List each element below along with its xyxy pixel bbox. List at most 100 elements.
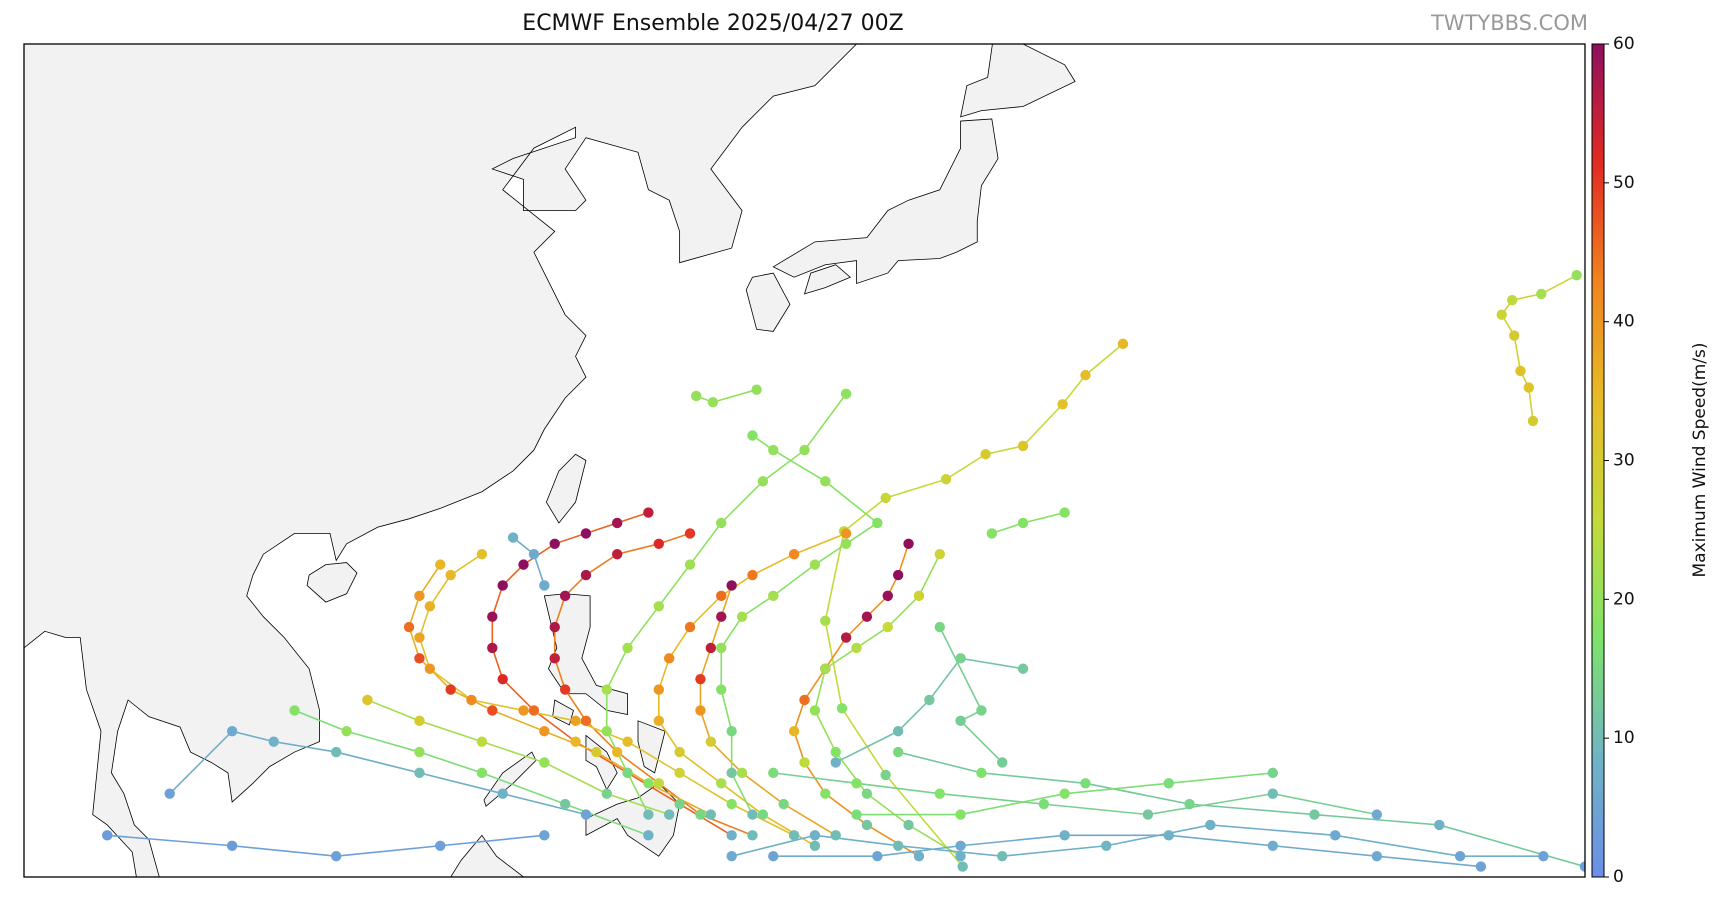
track-point [580, 809, 592, 820]
landmass [803, 264, 852, 295]
track-point [851, 778, 862, 789]
track-point [768, 444, 779, 456]
track-point [466, 694, 477, 706]
track-point [445, 684, 456, 695]
track-point [903, 538, 914, 549]
track-layer [102, 269, 1585, 872]
colorbar-tick-label: 20 [1613, 589, 1635, 609]
track-point [580, 528, 592, 539]
track-point [747, 430, 758, 441]
colorbar-tick-label: 50 [1613, 173, 1635, 193]
track-point [487, 611, 498, 622]
track-point [892, 726, 904, 737]
track-point [726, 726, 737, 737]
track-point [1579, 861, 1585, 872]
track-point [684, 559, 696, 570]
track-point [1267, 840, 1279, 851]
track-point [674, 798, 685, 810]
track-point [622, 767, 633, 779]
track-point [497, 580, 508, 591]
colorbar-tick-label: 40 [1613, 312, 1635, 332]
colorbar [1591, 43, 1605, 878]
track-point [716, 684, 727, 695]
landmass [450, 834, 524, 877]
track-point [934, 788, 945, 799]
watermark: TWTYBBS.COM [1430, 11, 1588, 35]
track-point [643, 507, 654, 518]
track-point [559, 684, 571, 695]
track-point [539, 830, 550, 841]
track-point [940, 474, 952, 485]
land-layer [24, 44, 1076, 877]
track-point [799, 444, 810, 456]
colorbar-tick-label: 0 [1613, 867, 1624, 887]
colorbar-tick-label: 10 [1613, 728, 1635, 748]
track-point [497, 788, 508, 799]
track-point [997, 757, 1008, 768]
track-point [1267, 767, 1279, 779]
track-point [820, 476, 831, 487]
track-point [788, 549, 800, 560]
track-point [695, 705, 706, 716]
track-point [892, 840, 904, 851]
track-point [611, 746, 623, 758]
track-line [491, 511, 733, 837]
track-point [1538, 850, 1549, 862]
track-point [528, 549, 540, 560]
track-point [1454, 850, 1466, 862]
track-point [1475, 861, 1487, 872]
track-point [934, 621, 945, 633]
track-point [414, 653, 425, 664]
track-point [726, 767, 737, 779]
track-point [913, 850, 925, 862]
track-point [684, 621, 696, 633]
track-point [986, 528, 998, 539]
track-point [726, 830, 737, 841]
track-point [414, 715, 425, 727]
track-point [435, 840, 446, 851]
track-point [716, 590, 727, 602]
track-point [955, 850, 966, 862]
track-point [570, 715, 581, 727]
track-point [403, 621, 415, 633]
landmass [960, 44, 1076, 118]
track-point [268, 736, 279, 747]
track-point [716, 611, 727, 622]
track-point [1163, 830, 1174, 841]
track-point [476, 767, 488, 779]
track-point [497, 673, 508, 685]
colorbar-label: Maximum Wind Speed(m/s) [1690, 343, 1710, 578]
track-point [414, 767, 425, 779]
track-point [836, 703, 848, 714]
track-point [1309, 809, 1320, 820]
track-point [955, 809, 966, 820]
track-point [768, 767, 779, 779]
colorbar-tick-label: 60 [1613, 34, 1635, 54]
track-point [768, 850, 779, 862]
track-point [601, 684, 612, 695]
track-point [559, 798, 571, 810]
track-point [830, 757, 841, 768]
track-point [653, 778, 665, 789]
track-point [611, 549, 623, 560]
track-point [539, 757, 550, 768]
track-point [487, 642, 498, 654]
track-point [1117, 338, 1129, 350]
track-point [664, 653, 675, 664]
track-point [1017, 663, 1029, 674]
track-point [570, 736, 581, 747]
track-point [539, 580, 550, 591]
track-point [476, 736, 488, 747]
track-point [362, 694, 373, 706]
track-point [851, 809, 862, 820]
track-point [695, 809, 706, 820]
track-point [1506, 294, 1518, 306]
track-point [757, 809, 769, 820]
track-point [976, 767, 987, 779]
track-point [882, 590, 893, 602]
track-point [1080, 778, 1091, 789]
track-point [331, 850, 342, 862]
track-line [658, 532, 847, 847]
track-point [664, 809, 675, 820]
map-title: ECMWF Ensemble 2025/04/27 00Z [522, 11, 903, 36]
